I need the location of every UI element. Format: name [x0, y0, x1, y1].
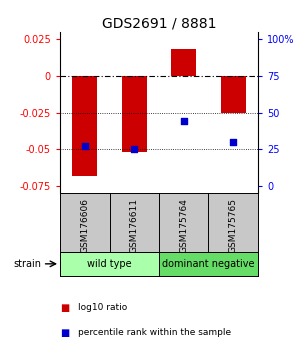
Point [82, 144, 87, 149]
Text: GSM175765: GSM175765 [229, 198, 238, 253]
Text: log10 ratio: log10 ratio [78, 303, 127, 313]
Text: dominant negative: dominant negative [162, 259, 255, 269]
Text: ■: ■ [60, 303, 69, 313]
Point [231, 139, 236, 145]
Text: GSM176606: GSM176606 [80, 198, 89, 253]
Text: ■: ■ [60, 328, 69, 338]
Title: GDS2691 / 8881: GDS2691 / 8881 [102, 17, 216, 31]
Text: GSM176611: GSM176611 [130, 198, 139, 253]
Bar [122, 76, 147, 152]
Text: strain: strain [13, 259, 41, 269]
Text: GSM175764: GSM175764 [179, 198, 188, 253]
Bar [221, 76, 246, 113]
Bar [60, 252, 159, 276]
Point [132, 147, 137, 152]
Text: wild type: wild type [87, 259, 132, 269]
Bar [72, 76, 97, 176]
Bar [171, 50, 196, 76]
Point [181, 119, 186, 124]
Text: percentile rank within the sample: percentile rank within the sample [78, 328, 231, 337]
Bar [159, 252, 258, 276]
